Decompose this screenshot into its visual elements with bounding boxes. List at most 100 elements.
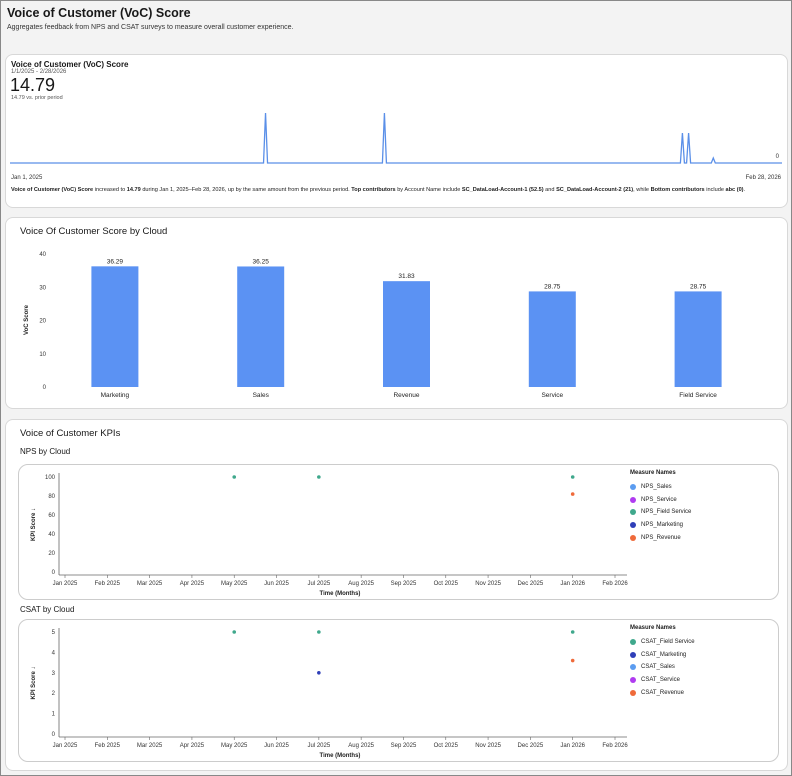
legend-dot (630, 484, 636, 491)
x-axis-label: Time (Months) (320, 591, 361, 597)
voc-end-value: 0 (775, 154, 779, 160)
legend-item[interactable]: NPS_Field Service (630, 506, 691, 519)
y-axis-label: KPI Score ↓ (31, 666, 37, 699)
summary-top-label: Top contributors (351, 187, 396, 193)
legend-item[interactable]: CSAT_Revenue (630, 686, 695, 699)
legend-label: NPS_Revenue (641, 534, 681, 541)
x-tick-label: Sep 2025 (391, 743, 417, 749)
legend-label: NPS_Service (641, 496, 677, 503)
y-tick-label: 2 (52, 691, 56, 697)
legend-dot (630, 496, 636, 503)
data-point-csat-field-service (317, 630, 321, 634)
legend-dot (630, 639, 636, 646)
summary-metric: Voice of Customer (VoC) Score (11, 187, 94, 193)
y-tick-label: 60 (48, 513, 55, 519)
legend-item[interactable]: NPS_Service (630, 494, 691, 507)
bar-category-label: Marketing (101, 392, 130, 399)
summary-text: . (743, 187, 746, 193)
bar-y-tick: 0 (43, 385, 47, 391)
x-axis-label: Time (Months) (320, 753, 361, 759)
legend-label: CSAT_Revenue (641, 689, 684, 696)
voc-summary-text: Voice of Customer (VoC) Score increased … (11, 186, 781, 194)
x-tick-label: Sep 2025 (391, 581, 417, 587)
bar-value-label: 28.75 (690, 283, 707, 290)
csat-legend-title: Measure Names (630, 625, 676, 631)
voc-score-card[interactable]: Voice of Customer (VoC) Score 1/1/2025 -… (5, 54, 788, 208)
nps-legend: Measure Names NPS_Sales NPS_Service NPS_Fi… (630, 470, 691, 544)
x-tick-label: Feb 2025 (95, 743, 121, 749)
x-tick-label: Feb 2026 (602, 581, 628, 587)
voc-x-end: Feb 28, 2026 (745, 175, 781, 181)
x-tick-label: Jun 2025 (264, 581, 289, 587)
legend-item[interactable]: CSAT_Marketing (630, 649, 695, 662)
data-point-nps-field-service (317, 475, 321, 479)
bar-category-label: Revenue (393, 392, 419, 399)
y-tick-label: 100 (45, 475, 56, 481)
csat-legend: Measure Names CSAT_Field Service CSAT_Mar… (630, 625, 695, 699)
legend-item[interactable]: CSAT_Service (630, 674, 695, 687)
voc-spark-line (10, 112, 782, 164)
x-tick-label: Aug 2025 (348, 581, 374, 587)
x-tick-label: Nov 2025 (475, 581, 501, 587)
y-tick-label: 40 (48, 532, 55, 538)
x-tick-label: Dec 2025 (518, 581, 544, 587)
bar-value-label: 36.25 (253, 258, 270, 265)
data-point-nps-revenue (570, 492, 575, 496)
csat-scatter-chart[interactable]: 0 1 2 3 4 5 Jan 2025 Feb 2025 Mar 2025 Apr 2025 Ma… (19, 620, 778, 761)
summary-text: by Account Name include (395, 187, 462, 193)
legend-item[interactable]: CSAT_Field Service (630, 636, 695, 649)
y-tick-label: 3 (52, 671, 56, 677)
legend-item[interactable]: NPS_Revenue (630, 531, 691, 544)
bar-revenue (383, 281, 430, 387)
nps-scatter-chart[interactable]: 0 20 40 60 80 100 Jan 2025 Feb 2025 Mar 2025 Apr … (19, 465, 778, 599)
x-tick-label: Feb 2026 (602, 743, 628, 749)
voc-by-cloud-card[interactable]: Voice Of Customer Score by Cloud 0 10 20 30… (5, 217, 788, 409)
x-tick-label: Oct 2025 (434, 743, 459, 749)
summary-text: , while (633, 187, 651, 193)
data-point-csat-revenue (570, 658, 575, 663)
nps-chart-box[interactable]: 0 20 40 60 80 100 Jan 2025 Feb 2025 Mar 2025 Apr … (18, 464, 779, 600)
y-axis-label: KPI Score ↓ (31, 508, 37, 541)
voc-date-range: 1/1/2025 - 2/28/2026 (11, 69, 67, 75)
legend-label: NPS_Marketing (641, 522, 684, 529)
summary-text: increased to (93, 187, 127, 193)
bar-chart-title: Voice Of Customer Score by Cloud (20, 226, 168, 237)
legend-label: CSAT_Service (641, 677, 680, 684)
x-tick-label: May 2025 (221, 581, 248, 587)
legend-item[interactable]: NPS_Marketing (630, 519, 691, 532)
summary-text: include (704, 187, 726, 193)
y-tick-label: 5 (52, 630, 56, 636)
x-tick-label: Mar 2025 (137, 581, 163, 587)
y-tick-label: 0 (52, 570, 56, 576)
bar-field-service (674, 291, 722, 387)
bar-y-tick: 40 (39, 252, 46, 258)
legend-item[interactable]: NPS_Sales (630, 481, 691, 494)
legend-item[interactable]: CSAT_Sales (630, 661, 695, 674)
bar-y-tick: 30 (39, 285, 46, 291)
legend-label: NPS_Sales (641, 484, 672, 491)
bar-value-label: 28.75 (544, 283, 561, 290)
x-tick-label: Dec 2025 (518, 743, 544, 749)
voc-card-title: Voice of Customer (VoC) Score (11, 60, 129, 69)
bar-category-label: Sales (253, 392, 270, 399)
voc-sparkline[interactable] (10, 105, 782, 171)
bar-sales (237, 266, 285, 387)
summary-bottom-1: abc (0) (725, 187, 744, 193)
bar-y-tick: 10 (39, 352, 46, 358)
legend-dot (630, 664, 636, 671)
legend-dot (630, 522, 636, 529)
data-point-nps-field-service (232, 475, 237, 479)
voc-x-start: Jan 1, 2025 (11, 175, 43, 181)
csat-chart-title: CSAT by Cloud (20, 605, 75, 614)
bar-service (528, 291, 576, 387)
page-header: Voice of Customer (VoC) Score Aggregates… (7, 6, 777, 31)
csat-chart-box[interactable]: 0 1 2 3 4 5 Jan 2025 Feb 2025 Mar 2025 Apr 2025 Ma… (18, 619, 779, 762)
bar-y-axis-label: VoC Score (24, 304, 30, 335)
x-tick-label: Apr 2025 (180, 581, 205, 587)
voc-kpis-card[interactable]: Voice of Customer KPIs NPS by Cloud 0 20 4… (5, 419, 788, 771)
bar-marketing (91, 266, 139, 387)
x-tick-label: May 2025 (221, 743, 248, 749)
voc-bar-chart[interactable]: 0 10 20 30 40 VoC Score 36.29 Marketing 36.25 Sal… (6, 218, 787, 408)
legend-dot (630, 509, 636, 516)
data-point-csat-marketing (317, 671, 321, 675)
